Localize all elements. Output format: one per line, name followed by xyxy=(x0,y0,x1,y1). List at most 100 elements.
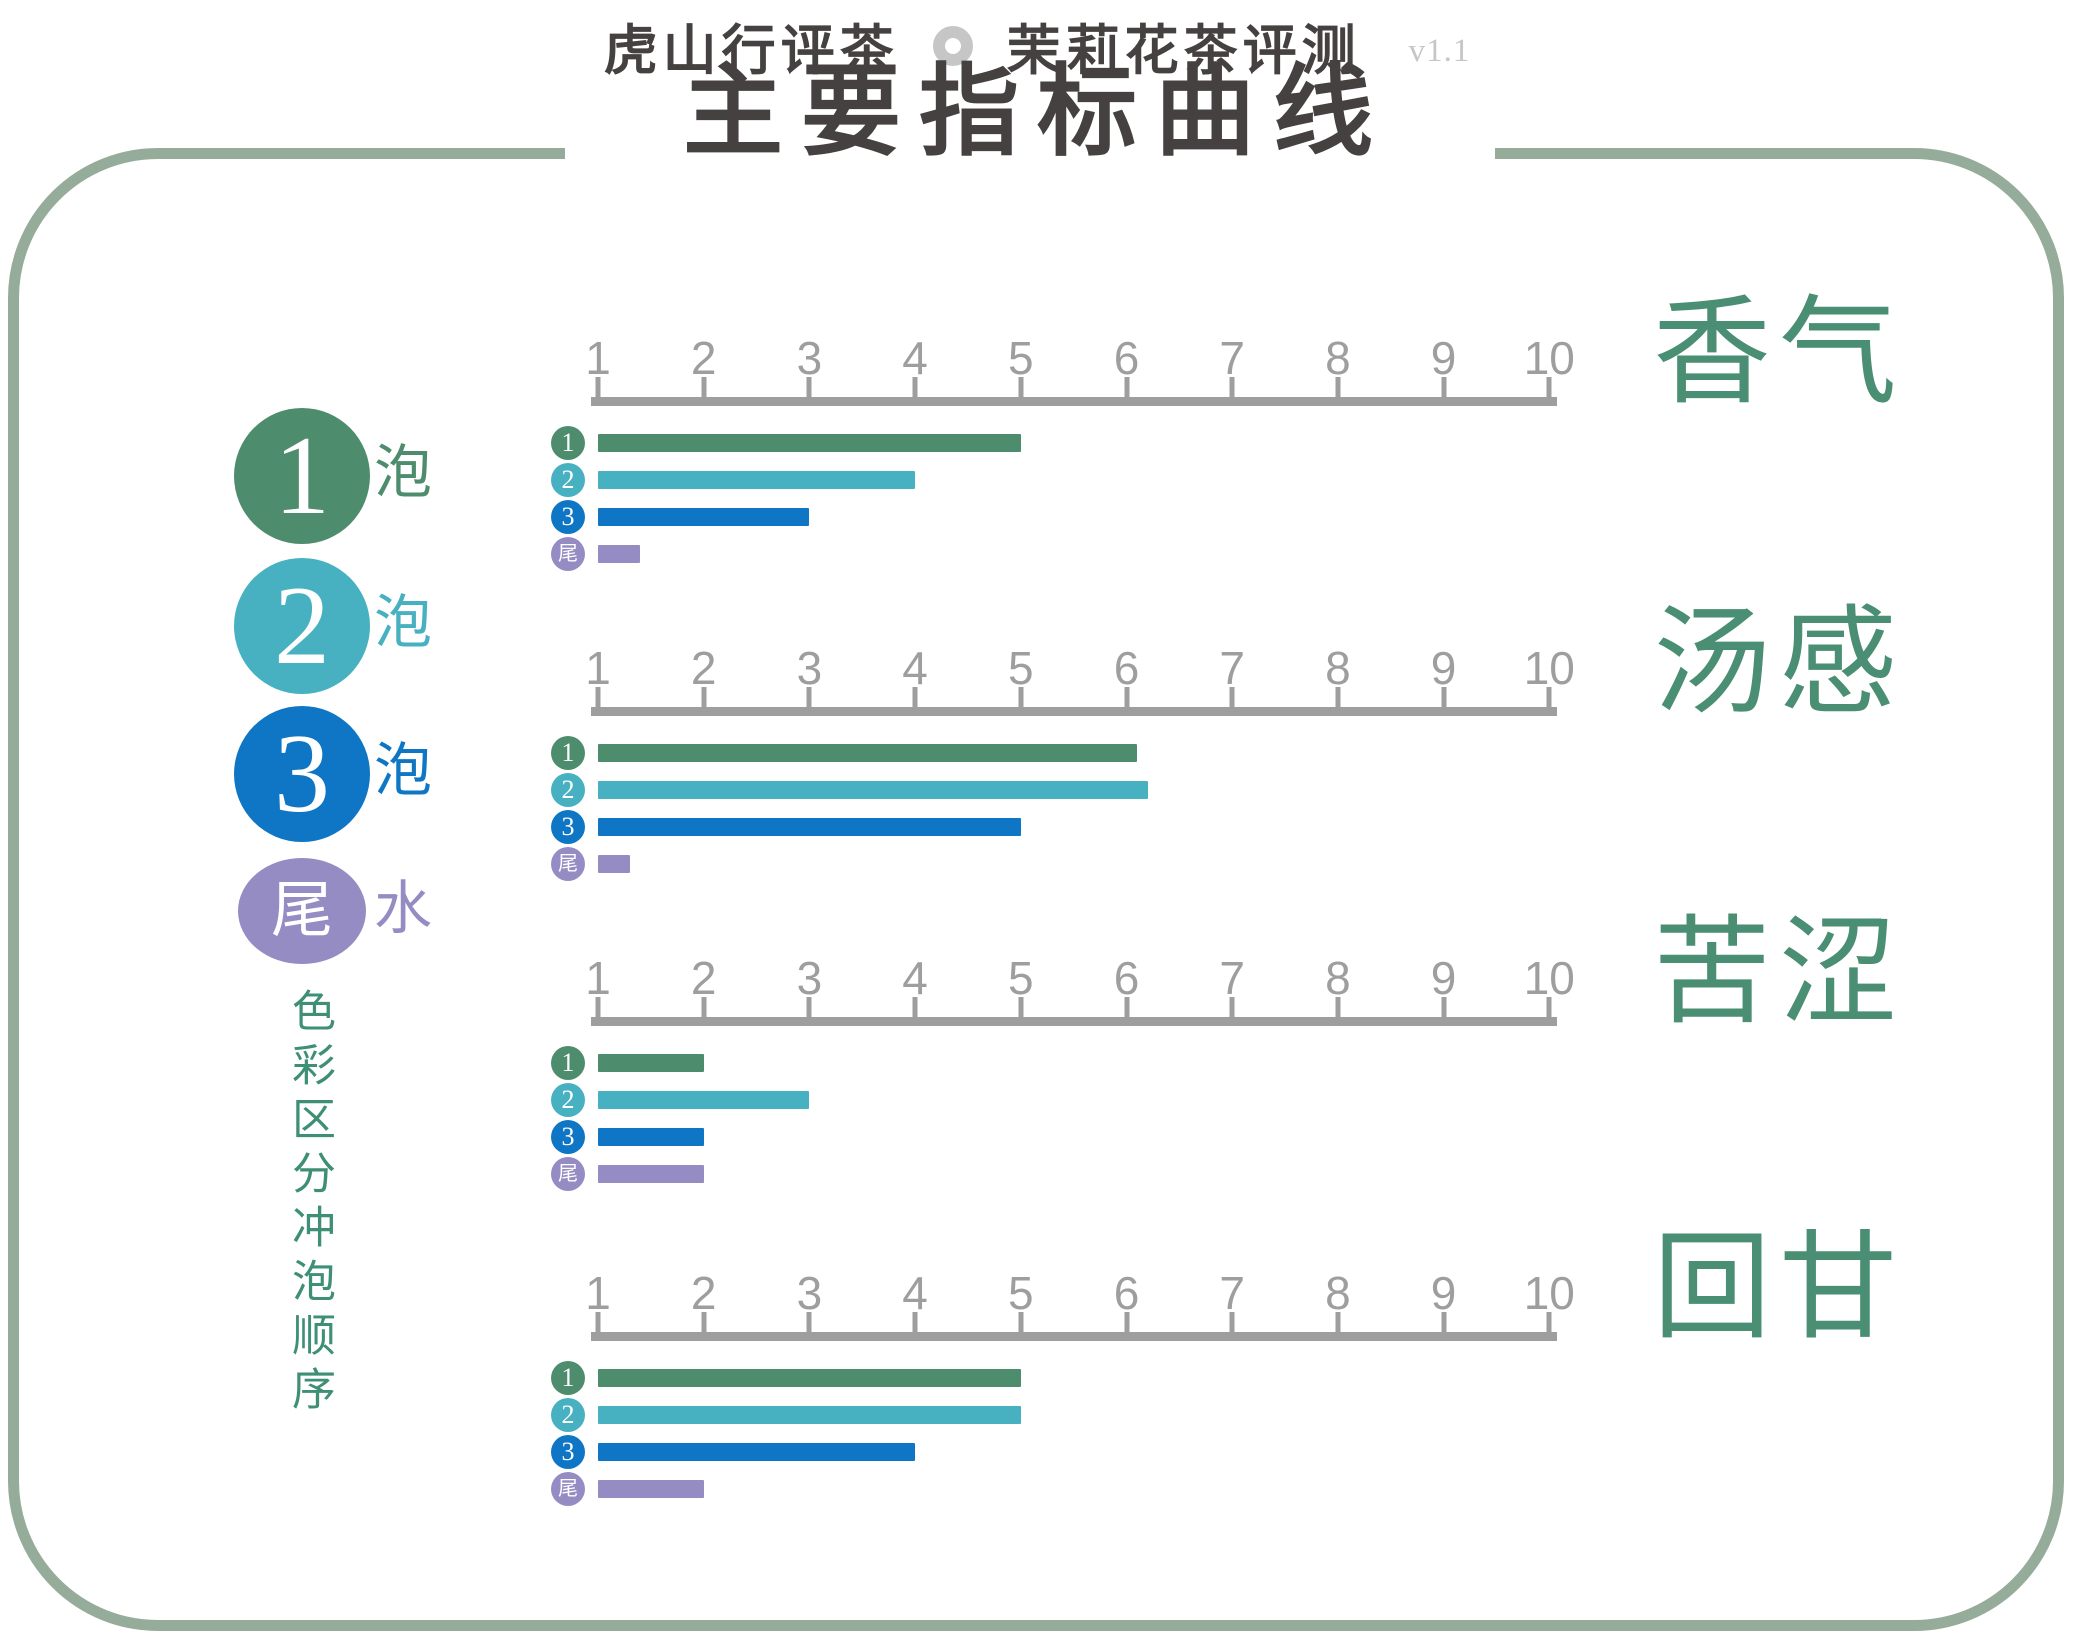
metric-label-回甘: 回甘 xyxy=(1653,1223,1906,1354)
axis-tick-label: 2 xyxy=(690,952,717,1004)
header-brand: 虎山行评茶 xyxy=(603,21,899,81)
value-bar xyxy=(598,1128,704,1146)
axis-tick xyxy=(1546,1312,1552,1341)
axis-tick xyxy=(1335,997,1341,1026)
axis-tick xyxy=(595,997,601,1026)
axis-tick-label: 6 xyxy=(1113,1267,1140,1319)
brew-badge-尾: 尾 xyxy=(551,847,585,881)
brew-badge-尾: 尾 xyxy=(551,1472,585,1506)
axis-tick xyxy=(912,1312,918,1341)
axis-tick xyxy=(1229,687,1235,716)
axis-baseline xyxy=(591,397,1557,406)
axis-tick xyxy=(912,997,918,1026)
axis-tick-label: 6 xyxy=(1113,332,1140,384)
axis-tick-label: 5 xyxy=(1008,1267,1034,1319)
value-bar xyxy=(598,781,1148,799)
chart-group-回甘: 回甘 1 2 3 4 5 6 7 8 9 10 1 2 3 尾 xyxy=(0,1223,2074,1570)
axis-tick-label: 8 xyxy=(1325,952,1351,1004)
metric-label-苦涩: 苦涩 xyxy=(1653,908,1906,1039)
axis-tick-label: 3 xyxy=(796,332,823,384)
metric-label-香气: 香气 xyxy=(1653,288,1906,419)
brew-badge-1: 1 xyxy=(551,426,585,460)
axis-tick xyxy=(701,377,707,406)
legend-note: 色彩区分冲泡顺序 xyxy=(285,988,334,1420)
axis-tick xyxy=(1335,377,1341,406)
axis-tick-label: 2 xyxy=(690,642,717,694)
brew-badge-3: 3 xyxy=(551,810,585,844)
axis-tick-label: 4 xyxy=(902,642,928,694)
axis-tick xyxy=(595,1312,601,1341)
axis-tick-label: 4 xyxy=(902,332,928,384)
axis-baseline xyxy=(591,1332,1557,1341)
legend-label-泡: 泡 xyxy=(374,590,433,655)
value-bar xyxy=(598,1091,810,1109)
value-bar xyxy=(598,1165,704,1183)
axis-tick-label: 1 xyxy=(585,332,611,384)
value-bar xyxy=(598,471,916,489)
brew-badge-1: 1 xyxy=(551,1046,585,1080)
header: 虎山行评茶 茉莉花茶评测 v1.1 xyxy=(0,6,2074,85)
axis-tick-label: 5 xyxy=(1008,642,1034,694)
axis-tick-label: 9 xyxy=(1430,332,1457,384)
axis-tick-label: 1 xyxy=(585,1267,611,1319)
axis-tick-label: 5 xyxy=(1008,332,1034,384)
axis-tick-label: 3 xyxy=(796,1267,823,1319)
axis-tick xyxy=(701,997,707,1026)
metric-label-汤感: 汤感 xyxy=(1653,598,1906,729)
value-bar xyxy=(598,855,630,873)
value-bar xyxy=(598,1369,1021,1387)
axis-tick-label: 10 xyxy=(1523,1267,1575,1319)
brew-badge-2: 2 xyxy=(551,1083,585,1117)
legend-label-水: 水 xyxy=(374,876,433,941)
axis-tick-label: 2 xyxy=(690,332,717,384)
value-bar xyxy=(598,1480,704,1498)
chart-group-香气: 香气 1 2 3 4 5 6 7 8 9 10 1 2 3 尾 xyxy=(0,288,2074,635)
brew-badge-3: 3 xyxy=(551,1435,585,1469)
axis-tick xyxy=(1546,687,1552,716)
value-bar xyxy=(598,1054,704,1072)
axis-baseline xyxy=(591,707,1557,716)
axis-tick-label: 3 xyxy=(796,642,823,694)
axis-tick-label: 8 xyxy=(1325,1267,1351,1319)
axis-tick-label: 10 xyxy=(1523,642,1575,694)
axis-tick xyxy=(1124,687,1129,716)
axis-tick xyxy=(595,687,601,716)
axis-tick xyxy=(912,377,918,406)
axis-tick-label: 5 xyxy=(1008,952,1034,1004)
legend-badge-尾: 尾 xyxy=(238,858,366,964)
frame-title-gap xyxy=(565,138,1495,170)
brew-badge-3: 3 xyxy=(551,500,585,534)
axis-tick xyxy=(1229,1312,1235,1341)
axis-tick xyxy=(912,687,918,716)
legend-badge-glyph: 尾 xyxy=(270,877,333,945)
axis-tick xyxy=(1018,377,1024,406)
axis-tick-label: 10 xyxy=(1523,952,1575,1004)
axis-tick-label: 3 xyxy=(796,952,823,1004)
axis-tick xyxy=(1441,997,1447,1026)
axis-tick-label: 2 xyxy=(690,1267,717,1319)
axis-tick xyxy=(595,377,601,406)
header-subject: 茉莉花茶评测 xyxy=(1006,21,1361,81)
axis-tick xyxy=(1335,687,1341,716)
chart-group-汤感: 汤感 1 2 3 4 5 6 7 8 9 10 1 2 3 尾 xyxy=(0,598,2074,945)
axis-tick xyxy=(1441,377,1447,406)
axis-tick-label: 4 xyxy=(902,952,928,1004)
brew-badge-2: 2 xyxy=(551,773,585,807)
axis-tick xyxy=(1124,997,1129,1026)
axis-tick-label: 4 xyxy=(902,1267,928,1319)
chart-group-苦涩: 苦涩 1 2 3 4 5 6 7 8 9 10 1 2 3 尾 xyxy=(0,908,2074,1255)
value-bar xyxy=(598,1443,916,1461)
value-bar xyxy=(598,818,1021,836)
value-bar xyxy=(598,434,1021,452)
axis-tick-label: 6 xyxy=(1113,642,1140,694)
axis-tick xyxy=(806,687,812,716)
legend-label-泡: 泡 xyxy=(374,738,433,803)
legend-badge-glyph: 1 xyxy=(274,414,330,538)
axis-tick xyxy=(1124,1312,1129,1341)
brew-badge-1: 1 xyxy=(551,1361,585,1395)
axis-tick-label: 8 xyxy=(1325,642,1351,694)
value-bar xyxy=(598,545,641,563)
legend-badge-glyph: 2 xyxy=(274,564,330,688)
axis-tick xyxy=(1441,687,1447,716)
value-bar xyxy=(598,1406,1021,1424)
